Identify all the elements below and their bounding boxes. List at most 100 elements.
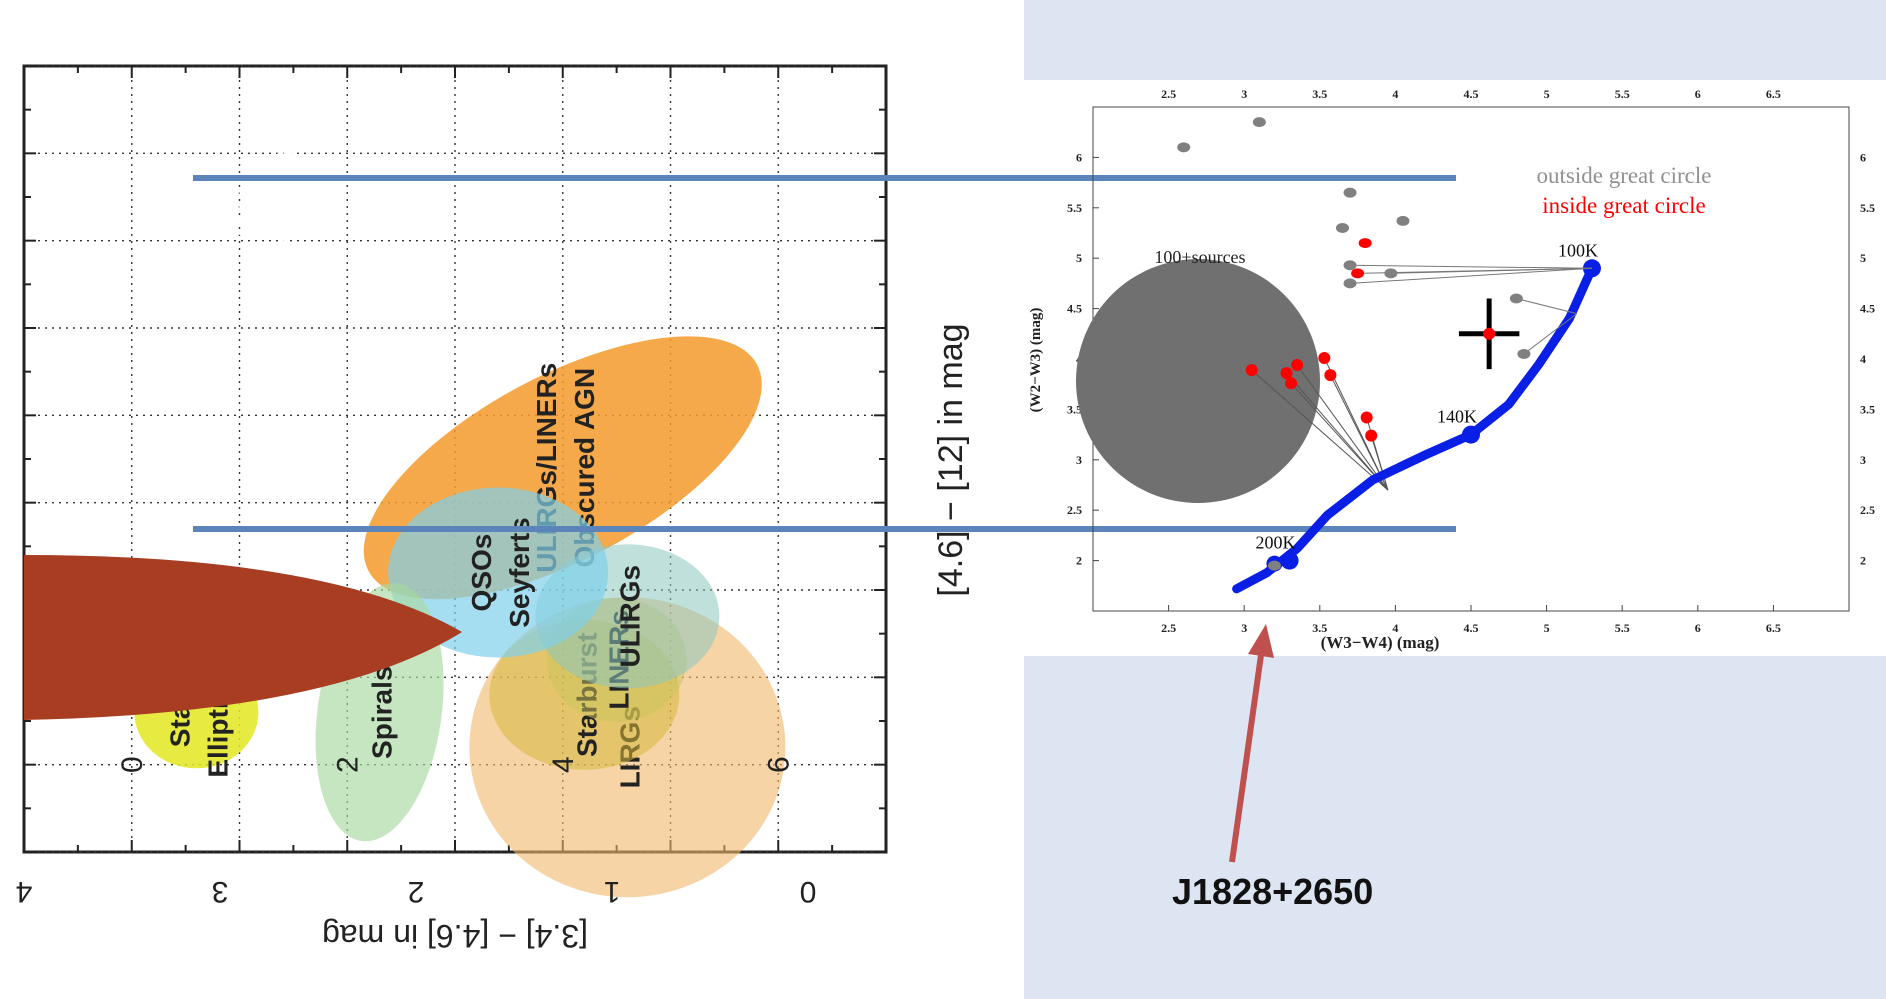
w2w3-w3w4-chart: 2.5 2.5 3 3 3.5 3.5 4 4 4.5 4.5 5 5 5.5 5.5 6 6 6.5 6.5 2 2… [1028, 87, 1875, 652]
right-x-tick-label-bottom: 4 [1392, 621, 1398, 635]
legend-inside: inside great circle [1542, 193, 1705, 218]
right-x-tick-label-top: 4.5 [1464, 87, 1479, 101]
cluster-point [1360, 411, 1373, 424]
cluster-point [1285, 377, 1298, 390]
outside-point [1177, 142, 1191, 153]
left-x-tick-label: 2 [408, 875, 425, 908]
region-label: T-dwarfs [267, 148, 298, 263]
right-y-tick-label-right: 2 [1860, 554, 1866, 568]
right-y-tick-label-right: 2.5 [1860, 503, 1875, 517]
region-label: Seyferts [504, 517, 535, 628]
right-y-tick-label-left: 5.5 [1067, 201, 1082, 215]
cluster-points [1245, 351, 1378, 442]
right-y-tick-label-left: 2 [1076, 554, 1082, 568]
outside-point [1335, 222, 1349, 233]
right-y-tick-label-right: 4.5 [1860, 302, 1875, 316]
right-y-tick-label-right: 5 [1860, 251, 1866, 265]
right-x-tick-label-top: 3 [1241, 87, 1247, 101]
cluster-label: 100+sources [1154, 247, 1245, 267]
left-tick-labels: 4 3 2 1 0 0 2 4 6 [16, 756, 817, 908]
left-x-tick-label: 3 [212, 875, 229, 908]
cluster-line [1296, 364, 1389, 491]
right-x-axis-label: (W3−W4) (mag) [1321, 633, 1440, 652]
left-y-tick-label: 6 [762, 756, 795, 773]
curve-temperature-label: 200K [1256, 533, 1296, 553]
cluster-point [1280, 367, 1293, 380]
left-y-axis-label: [4.6] − [12] in mag [932, 323, 970, 596]
right-x-tick-label-bottom: 5.5 [1615, 621, 1630, 635]
right-tick-labels: 2.5 2.5 3 3 3.5 3.5 4 4 4.5 4.5 5 5 5.5 5.5 6 6 6.5 6.5 2 2… [1067, 87, 1875, 635]
left-y-tick-label: 2 [331, 756, 364, 773]
cluster-line [1370, 435, 1389, 491]
outside-point [1509, 293, 1523, 304]
right-y-tick-label-left: 4.5 [1067, 302, 1082, 316]
region-t-dwarfs [24, 555, 462, 720]
right-x-tick-label-top: 5.5 [1615, 87, 1630, 101]
region-label: QSOs [466, 534, 497, 612]
right-x-tick-label-bottom: 6.5 [1766, 621, 1781, 635]
cluster-point [1318, 351, 1331, 364]
region-label: Cool [229, 175, 260, 237]
right-x-tick-label-bottom: 3 [1241, 621, 1247, 635]
outside-point [1384, 268, 1398, 279]
left-y-tick-label: 0 [116, 756, 149, 773]
source-arrow-shaft [1229, 647, 1265, 863]
cluster-line [1251, 369, 1389, 491]
right-y-tick-label-right: 6 [1860, 150, 1866, 164]
right-y-tick-label-left: 3.5 [1067, 402, 1082, 416]
cluster-point [1365, 429, 1378, 442]
outside-point [1343, 187, 1357, 198]
curve-markers: 100K 140K 200K [1256, 240, 1601, 572]
region-label: ULIRGs [614, 565, 645, 668]
right-y-axis-label: (W2−W3) (mag) [1028, 308, 1044, 413]
outside-point [1267, 560, 1281, 571]
fan-lines [1350, 264, 1592, 355]
right-y-tick-label-left: 5 [1076, 251, 1082, 265]
cluster-point [1291, 359, 1304, 372]
legend-outside: outside great circle [1537, 163, 1712, 188]
right-y-tick-label-left: 3 [1076, 453, 1082, 467]
cluster-connector-lines [1251, 357, 1389, 491]
right-y-tick-label-right: 4 [1860, 352, 1866, 366]
right-y-tick-label-right: 5.5 [1860, 201, 1875, 215]
curve-temperature-label: 140K [1437, 407, 1477, 427]
right-x-tick-label-top: 4 [1392, 87, 1398, 101]
outside-point [1396, 215, 1410, 226]
inside-point [1358, 238, 1372, 249]
right-x-tick-label-top: 6 [1695, 87, 1701, 101]
source-arrow-head [1248, 624, 1274, 658]
right-x-tick-label-top: 2.5 [1161, 87, 1176, 101]
fan-line [1350, 264, 1592, 269]
error-bar [1458, 298, 1520, 370]
right-y-tick-label-right: 3.5 [1860, 402, 1875, 416]
cluster-line [1286, 372, 1389, 491]
source-label: J1828+2650 [1172, 871, 1373, 912]
curve-marker [1462, 425, 1480, 444]
error-bar-center-point [1483, 327, 1496, 340]
region-label: Spirals [367, 666, 398, 759]
right-x-tick-label-bottom: 3.5 [1312, 621, 1327, 635]
outside-point [1517, 348, 1531, 359]
cluster-point [1245, 364, 1258, 377]
curve-temperature-label: 100K [1558, 240, 1598, 260]
right-y-tick-label-left: 6 [1076, 150, 1082, 164]
cluster-circle [1076, 259, 1320, 503]
left-x-axis-label: [3.4] − [4.6] in mag [322, 918, 588, 954]
outside-point [1252, 117, 1266, 128]
left-x-tick-label: 4 [16, 875, 33, 908]
right-x-tick-label-bottom: 5 [1544, 621, 1550, 635]
left-y-tick-label: 4 [547, 756, 580, 773]
curve-marker [1280, 551, 1299, 570]
cluster-line [1290, 382, 1389, 491]
right-x-tick-label-bottom: 6 [1695, 621, 1701, 635]
fan-line [1350, 267, 1592, 284]
cluster-point [1324, 369, 1337, 382]
fan-line [1516, 298, 1577, 315]
right-x-tick-label-bottom: 2.5 [1161, 621, 1176, 635]
cluster-line [1329, 374, 1389, 491]
right-y-tick-label-left: 2.5 [1067, 503, 1082, 517]
left-x-tick-label: 1 [604, 875, 621, 908]
